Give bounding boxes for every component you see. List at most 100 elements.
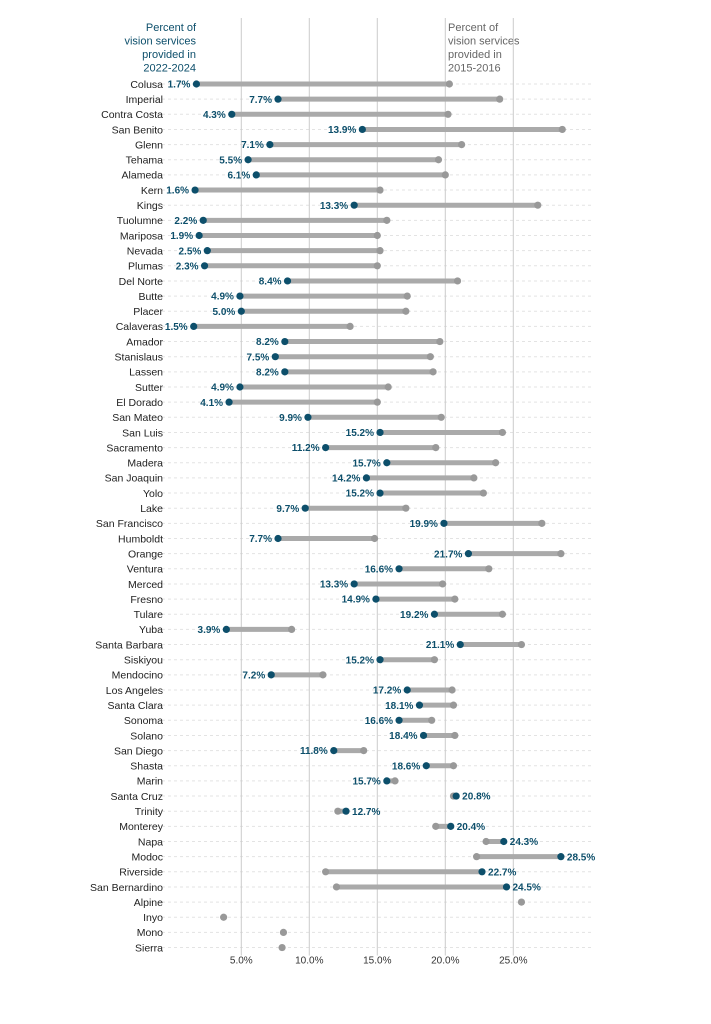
current-value-dot (403, 686, 411, 694)
current-value-dot (383, 459, 391, 467)
county-row: Trinity 12.7% (135, 806, 381, 818)
county-label: Napa (138, 836, 163, 848)
current-value-dot (266, 141, 274, 149)
current-value-label: 20.8% (462, 792, 490, 803)
current-value-dot (195, 231, 203, 240)
past-value-dot (482, 837, 490, 846)
current-value-label: 4.1% (200, 398, 223, 409)
county-row: Madera 15.7% (127, 458, 500, 470)
current-value-dot (372, 595, 380, 603)
past-value-dot (517, 640, 526, 649)
county-label: Tuolumne (117, 215, 163, 227)
current-value-dot (383, 777, 391, 785)
county-label: Shasta (130, 761, 163, 773)
county-row: Colusa 1.7% (130, 79, 453, 91)
current-value-dot (271, 353, 279, 361)
county-row: Kings 13.3% (137, 200, 542, 212)
past-value-dot (498, 610, 507, 618)
current-value-label: 9.7% (276, 504, 299, 515)
current-value-dot (225, 398, 233, 406)
county-label: Santa Barbara (95, 639, 163, 651)
current-value-label: 8.2% (256, 367, 279, 378)
past-value-dot (449, 762, 458, 770)
current-value-dot (362, 474, 371, 482)
past-value-dot (517, 898, 526, 906)
county-label: Humboldt (118, 533, 163, 545)
past-value-dot (451, 731, 459, 740)
past-value-dot (445, 80, 453, 88)
county-row: Santa Barbara 21.1% (95, 639, 526, 651)
current-value-label: 18.4% (389, 731, 417, 742)
past-value-dot (441, 171, 449, 179)
current-value-label: 15.2% (346, 655, 374, 666)
past-value-dot (432, 444, 440, 452)
current-value-dot (301, 504, 309, 512)
current-value-dot (395, 565, 403, 573)
current-value-label: 4.9% (211, 292, 234, 303)
county-row: Fresno 14.9% (130, 594, 459, 606)
legend-current-line: Percent of (146, 22, 197, 34)
current-value-label: 2.5% (179, 246, 202, 257)
current-value-dot (237, 307, 245, 315)
past-value-dot (279, 928, 288, 937)
current-value-dot (322, 444, 330, 452)
x-tick-label: 10.0% (295, 956, 323, 967)
county-row: El Dorado 4.1% (116, 397, 381, 409)
current-value-label: 15.7% (352, 458, 380, 469)
county-row: Riverside 22.7% (119, 867, 516, 879)
current-value-dot (350, 201, 358, 209)
current-value-label: 2.3% (176, 261, 199, 272)
county-row: Calaveras 1.5% (116, 321, 354, 333)
past-value-dot (426, 353, 434, 361)
county-row: Santa Cruz 20.8% (110, 791, 490, 803)
current-value-label: 21.7% (434, 549, 462, 560)
past-value-dot (492, 459, 500, 467)
past-value-dot (383, 216, 391, 224)
past-value-dot (432, 822, 440, 830)
current-value-label: 6.1% (227, 171, 250, 182)
past-value-dot (360, 747, 368, 755)
past-value-dot (498, 428, 507, 437)
past-value-dot (384, 383, 392, 391)
current-value-label: 7.5% (247, 352, 270, 363)
county-label: El Dorado (116, 397, 163, 409)
past-value-dot (376, 186, 384, 194)
current-value-label: 13.9% (328, 125, 356, 136)
county-row: Orange 21.7% (128, 548, 565, 560)
county-label: Mendocino (112, 670, 164, 682)
county-row: Sonoma 16.6% (124, 715, 436, 727)
legend-past-line: 2015-2016 (448, 63, 501, 75)
current-value-dot (376, 489, 384, 497)
county-row: Solano 18.4% (130, 730, 459, 742)
current-value-label: 16.6% (365, 564, 393, 575)
county-row: Shasta 18.6% (130, 761, 458, 773)
past-value-dot (485, 565, 493, 573)
current-value-label: 7.7% (249, 534, 272, 545)
county-row: Santa Clara 18.1% (108, 700, 458, 712)
county-label: Trinity (135, 806, 164, 818)
county-row: Nevada 2.5% (127, 245, 384, 257)
county-row: Amador 8.2% (126, 336, 444, 348)
county-label: Tulare (134, 609, 164, 621)
county-row: Placer 5.0% (133, 306, 410, 318)
current-value-label: 15.2% (346, 489, 374, 500)
current-value-dot (500, 837, 508, 846)
current-value-label: 22.7% (488, 867, 516, 878)
past-value-dot (436, 337, 444, 346)
current-value-dot (419, 731, 428, 740)
county-label: San Francisco (96, 518, 163, 530)
county-label: Placer (133, 306, 163, 318)
current-value-label: 19.2% (400, 610, 428, 621)
past-value-dot (448, 686, 456, 694)
past-value-dot (458, 141, 466, 149)
county-label: Riverside (119, 867, 163, 879)
past-value-dot (288, 625, 296, 634)
past-value-dot (373, 231, 381, 240)
current-value-label: 8.4% (259, 277, 282, 288)
current-value-label: 1.5% (165, 322, 188, 333)
county-label: Kings (137, 200, 163, 212)
current-value-label: 5.5% (219, 155, 242, 166)
current-value-dot (222, 625, 230, 634)
current-value-dot (557, 853, 565, 861)
